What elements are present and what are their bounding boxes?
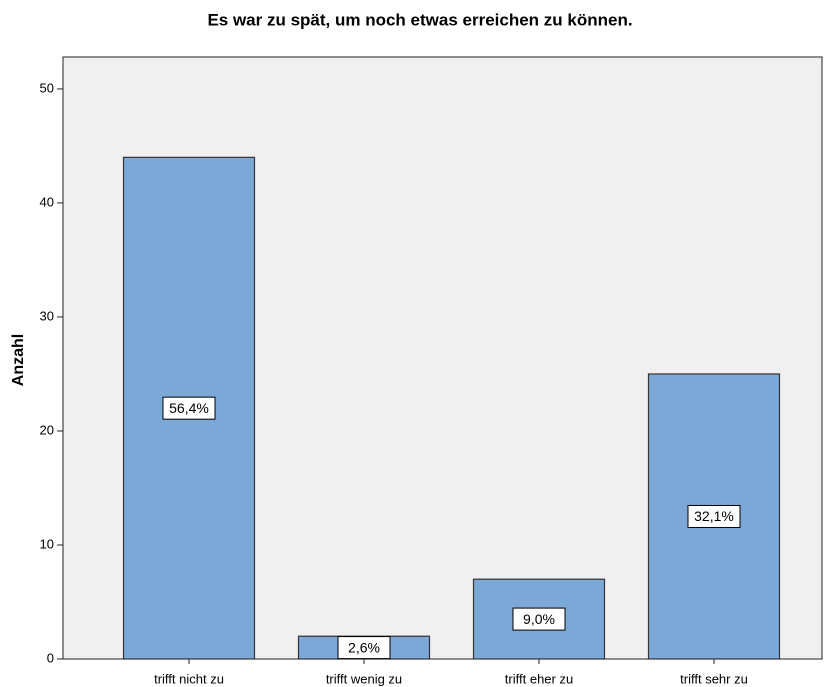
percent-label: 56,4%: [169, 400, 209, 416]
x-tick-label: trifft wenig zu: [326, 671, 402, 686]
y-tick-label: 0: [47, 650, 54, 665]
percent-label-box: [162, 396, 216, 420]
percent-label: 9,0%: [523, 611, 555, 627]
percent-label-box: [512, 607, 566, 631]
y-axis-label: Anzahl: [10, 334, 27, 386]
y-tick-label: 30: [40, 308, 54, 323]
y-tick-label: 10: [40, 536, 54, 551]
x-tick-label: trifft eher zu: [505, 671, 573, 686]
percent-label-box: [337, 636, 391, 660]
percent-label-box: [687, 504, 741, 528]
x-tick-label: trifft nicht zu: [154, 671, 224, 686]
y-tick-label: 40: [40, 194, 54, 209]
chart-title: Es war zu spät, um noch etwas erreichen …: [207, 10, 632, 29]
percent-label: 2,6%: [348, 639, 380, 655]
percent-label: 32,1%: [694, 508, 734, 524]
x-tick-label: trifft sehr zu: [680, 671, 748, 686]
y-tick-label: 20: [40, 422, 54, 437]
y-tick-label: 50: [40, 80, 54, 95]
